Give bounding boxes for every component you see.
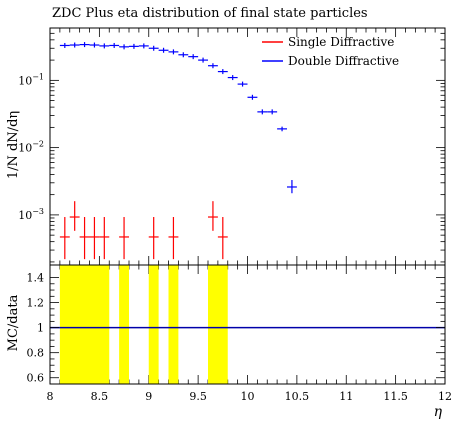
x-axis-label: η [434,404,443,420]
x-tick-label: 8 [47,390,54,403]
data-point [129,43,139,49]
data-point [69,42,80,48]
data-point [99,217,110,260]
data-point [237,81,248,87]
ratio-frame [49,264,446,385]
data-point [208,63,218,69]
data-point [79,217,90,260]
ratio-y-axis-label: MC/data [6,294,21,351]
ratio-band [119,265,129,384]
data-point [99,43,110,49]
main-y-tick-label: 10−2 [18,140,44,155]
x-tick-label: 9.5 [189,390,207,403]
data-point [138,43,149,49]
data-point [158,47,169,53]
x-tick-label: 10 [241,390,255,403]
data-point [59,217,70,260]
main-y-axis-label: 1/N dN/dη [6,111,21,179]
series-double-diffractive [59,42,297,194]
ratio-plot-panel: 0.6 0.8 1 1.2 1.4 8 8.5 9 9.5 10 10.5 11 11.5 12 [27,264,452,403]
data-point [287,180,297,194]
data-point [148,45,159,51]
data-point [217,217,228,260]
main-y-axis-label-text: 1/N dN/dη [6,111,21,179]
data-point [198,57,208,63]
ratio-y-tick-label: 1 [37,322,44,335]
data-point [168,49,179,55]
ratio-band [148,265,159,384]
main-plot-panel: 10−3 10−2 10−1 [18,27,446,266]
x-tick-label: 8.5 [91,390,109,403]
legend-label: Double Diffractive [288,54,399,68]
ratio-y-tick-label: 0.6 [27,372,45,385]
data-point [247,94,258,100]
data-point [178,52,189,58]
main-y-tick-label: 10−1 [18,72,44,87]
x-tick-label: 10.5 [285,390,310,403]
data-point [188,54,199,60]
ratio-y-tick-label: 1.4 [27,272,45,285]
x-tick-label: 11 [339,390,353,403]
data-point [267,109,278,115]
data-point [257,109,268,115]
data-point [89,217,100,260]
data-point [168,217,179,260]
data-point [148,217,159,260]
ratio-band [59,265,110,384]
series-single-diffractive [59,201,228,260]
x-tick-label: 9 [145,390,152,403]
data-point [119,217,129,260]
data-point [59,42,70,48]
x-tick-label: 12 [438,390,452,403]
legend-label: Single Diffractive [288,35,394,49]
legend: Single Diffractive Double Diffractive [262,35,399,68]
ratio-band [208,265,228,384]
ratio-y-axis-label-text: MC/data [6,294,21,351]
ratio-y-tick-label: 0.8 [27,347,45,360]
x-tick-label: 11.5 [383,390,408,403]
ratio-band [168,265,179,384]
main-y-tick-label: 10−3 [18,207,44,222]
ratio-y-tick-label: 1.2 [27,297,45,310]
data-point [109,42,120,48]
data-point [208,201,218,231]
data-point [119,44,129,50]
data-point [227,75,238,81]
data-point [79,42,90,48]
data-point [217,69,228,75]
data-point [277,126,287,132]
data-point [69,201,80,231]
chart-title: ZDC Plus eta distribution of final state… [52,6,368,21]
data-point [89,42,100,48]
